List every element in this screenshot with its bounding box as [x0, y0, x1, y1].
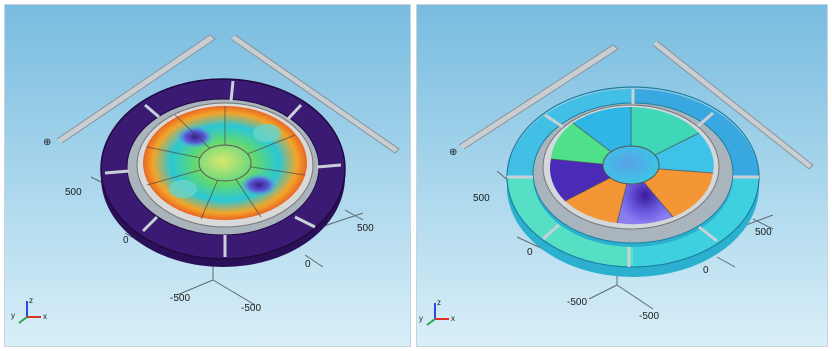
triad-y-label: y	[11, 311, 15, 320]
inner-disc-displacement-field	[136, 102, 314, 228]
right-simulation-view: ⊕ 500 0 500 0 -500 -500 z x y	[416, 4, 828, 347]
inner-disc-displacement-field	[542, 104, 720, 230]
right-3d-plot: ⊕ 500 0 500 0 -500 -500 z x y	[417, 5, 827, 346]
tick-y-500: 500	[65, 187, 82, 198]
axis-gizmo-label: ⊕	[449, 147, 457, 158]
tick-y-500: 500	[473, 193, 490, 204]
axis-grid-lines	[458, 40, 814, 310]
triad-z-label: z	[437, 298, 441, 307]
orientation-triad: z x y	[11, 296, 47, 324]
triad-y-label: y	[419, 314, 423, 323]
axis-gizmo-label: ⊕	[43, 137, 51, 148]
tick-x-500: 500	[755, 227, 772, 238]
tick-z-neg500-a: -500	[170, 293, 190, 304]
triad-x-label: x	[451, 314, 455, 323]
tick-y-0: 0	[527, 247, 533, 258]
tick-x-0: 0	[703, 265, 709, 276]
orientation-triad: z x y	[419, 298, 455, 326]
triad-x-label: x	[43, 312, 47, 321]
triad-z-label: z	[29, 296, 33, 305]
tick-x-0: 0	[305, 259, 311, 270]
left-simulation-view: ⊕ 500 0 500 0 -500 -500 z x y	[4, 4, 411, 347]
left-3d-plot: ⊕ 500 0 500 0 -500 -500 z x y	[5, 5, 410, 346]
tick-x-500: 500	[357, 223, 374, 234]
tick-z-neg500-b: -500	[639, 311, 659, 322]
tick-z-neg500-a: -500	[567, 297, 587, 308]
tick-z-neg500-b: -500	[241, 303, 261, 314]
tick-y-0: 0	[123, 235, 129, 246]
